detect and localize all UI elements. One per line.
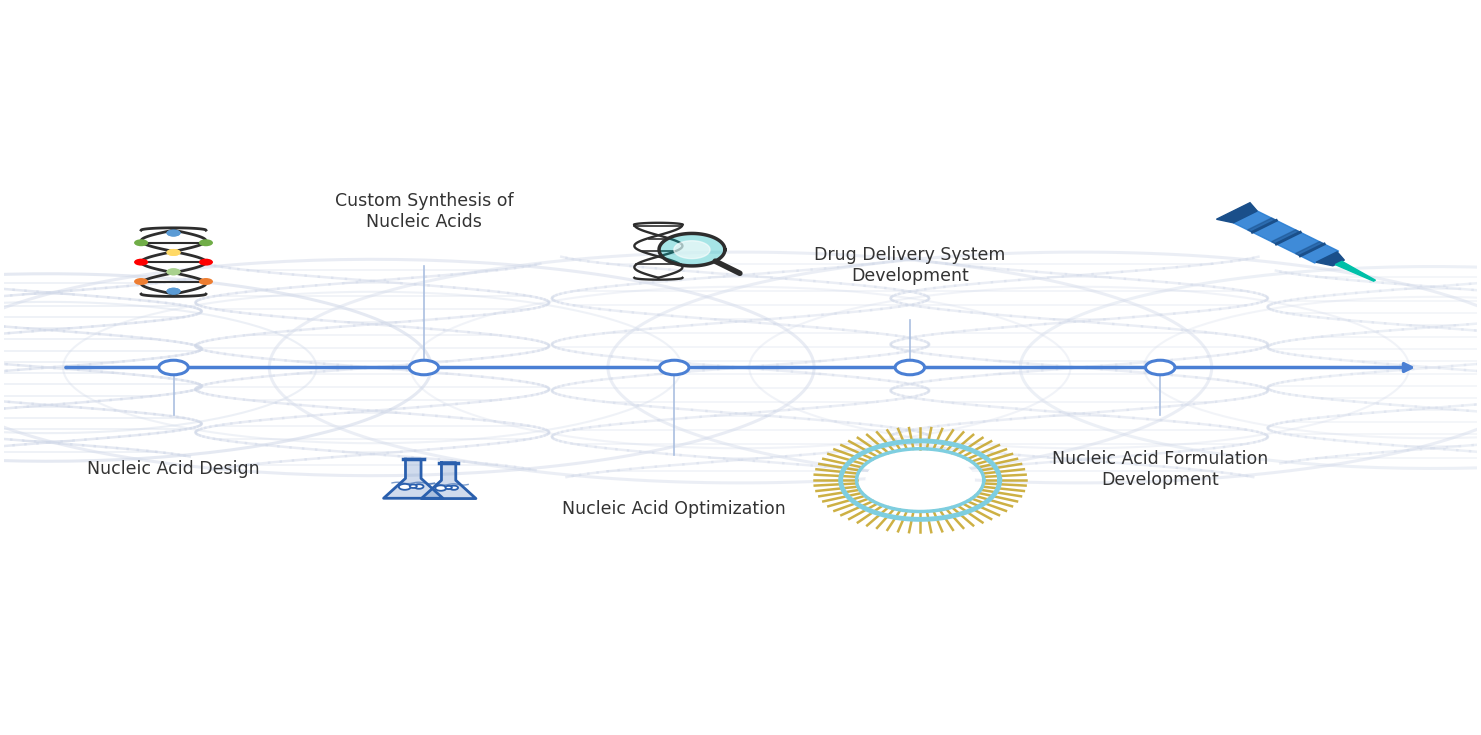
- Circle shape: [166, 229, 181, 237]
- Polygon shape: [1296, 242, 1324, 255]
- Circle shape: [158, 360, 188, 375]
- Circle shape: [1145, 360, 1174, 375]
- Polygon shape: [1234, 211, 1339, 263]
- Circle shape: [135, 259, 148, 265]
- Circle shape: [415, 484, 424, 489]
- Circle shape: [895, 360, 924, 375]
- Circle shape: [450, 486, 458, 490]
- Polygon shape: [1317, 252, 1345, 266]
- Text: Nucleic Acid Optimization: Nucleic Acid Optimization: [563, 501, 786, 518]
- Circle shape: [398, 484, 410, 490]
- Circle shape: [166, 249, 181, 256]
- Circle shape: [166, 249, 181, 256]
- Circle shape: [198, 278, 213, 285]
- Circle shape: [198, 259, 213, 265]
- Circle shape: [166, 287, 181, 295]
- Circle shape: [410, 484, 416, 488]
- Circle shape: [166, 229, 181, 237]
- Polygon shape: [1336, 262, 1376, 282]
- Polygon shape: [866, 453, 974, 507]
- Circle shape: [446, 486, 452, 489]
- Circle shape: [409, 360, 438, 375]
- Circle shape: [135, 278, 148, 285]
- Polygon shape: [674, 241, 709, 259]
- Text: Nucleic Acid Design: Nucleic Acid Design: [87, 460, 259, 478]
- Circle shape: [166, 268, 181, 276]
- Circle shape: [166, 268, 181, 276]
- Text: Custom Synthesis of
Nucleic Acids: Custom Synthesis of Nucleic Acids: [335, 192, 514, 231]
- Polygon shape: [384, 459, 443, 498]
- Circle shape: [135, 240, 148, 246]
- Polygon shape: [1247, 218, 1275, 232]
- Polygon shape: [1272, 230, 1299, 243]
- Circle shape: [198, 240, 213, 246]
- Polygon shape: [659, 234, 724, 266]
- Text: Drug Delivery System
Development: Drug Delivery System Development: [815, 246, 1006, 285]
- Circle shape: [435, 485, 446, 491]
- Polygon shape: [421, 462, 475, 498]
- Circle shape: [659, 360, 689, 375]
- Polygon shape: [1216, 203, 1257, 223]
- Circle shape: [166, 287, 181, 295]
- Text: Nucleic Acid Formulation
Development: Nucleic Acid Formulation Development: [1052, 450, 1268, 489]
